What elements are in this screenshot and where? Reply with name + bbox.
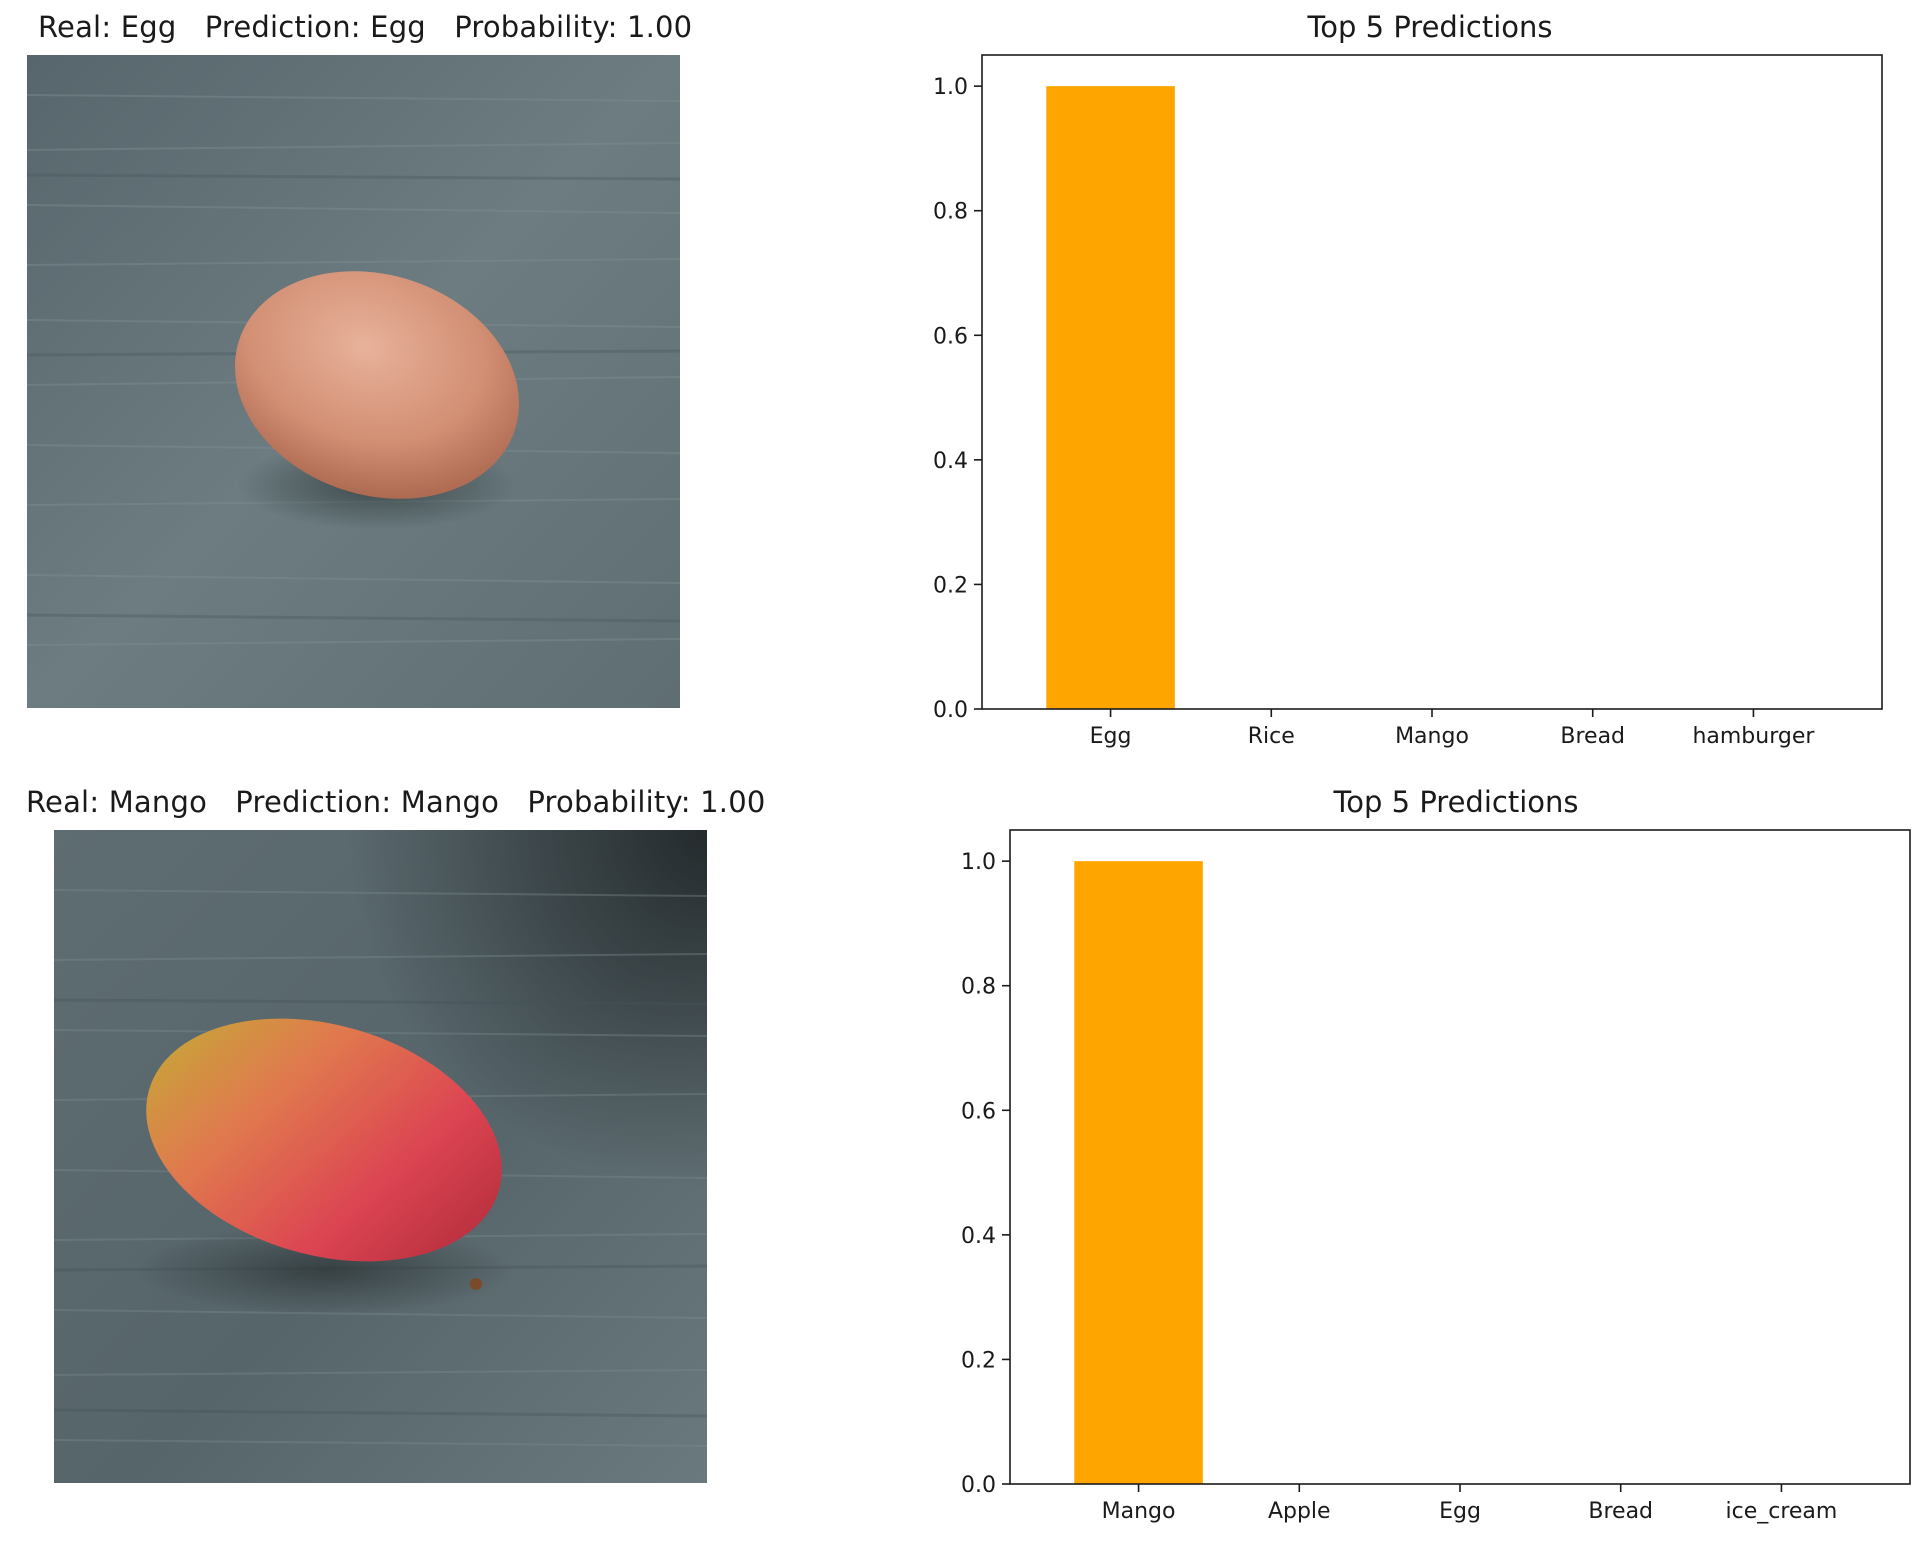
prediction-row-mango: Real: Mango Prediction: Mango Probabilit… (0, 775, 1914, 1542)
real-label: Real: Egg (38, 10, 177, 44)
x-tick-label: Bread (1588, 1499, 1653, 1524)
y-tick-label: 0.0 (933, 698, 968, 723)
chart-title: Top 5 Predictions (1307, 10, 1553, 44)
y-tick-label: 0.6 (961, 1099, 996, 1124)
photo-caption: Real: Egg Prediction: Egg Probability: 1… (38, 10, 692, 44)
y-tick-label: 0.2 (933, 573, 968, 598)
x-tick-label: Egg (1439, 1499, 1481, 1524)
x-tick-label: Rice (1248, 724, 1295, 749)
photo-caption: Real: Mango Prediction: Mango Probabilit… (26, 785, 766, 819)
x-tick-label: ice_cream (1725, 1499, 1837, 1524)
x-tick-label: Bread (1560, 724, 1625, 749)
x-tick-label: Mango (1102, 1499, 1176, 1524)
egg-photo (27, 55, 680, 708)
bar-egg (1046, 86, 1175, 709)
real-label: Real: Mango (26, 785, 208, 819)
x-tick-label: Egg (1090, 724, 1132, 749)
mango-photo (54, 830, 707, 1483)
y-tick-label: 0.6 (933, 324, 968, 349)
y-tick-label: 0.8 (933, 200, 968, 225)
y-tick-label: 1.0 (933, 75, 968, 100)
x-tick-label: Mango (1395, 724, 1469, 749)
prediction-label: Prediction: Mango (235, 785, 500, 819)
y-tick-label: 0.8 (961, 975, 996, 1000)
bar-mango (1074, 861, 1203, 1484)
y-tick-label: 0.2 (961, 1348, 996, 1373)
x-tick-label: hamburger (1692, 724, 1815, 749)
prediction-row-egg: Real: Egg Prediction: Egg Probability: 1… (0, 0, 1914, 767)
chart-title: Top 5 Predictions (1333, 785, 1579, 819)
y-tick-label: 1.0 (961, 850, 996, 875)
y-tick-label: 0.0 (961, 1473, 996, 1498)
y-tick-label: 0.4 (933, 449, 968, 474)
probability-label: Probability: 1.00 (454, 10, 693, 44)
x-tick-label: Apple (1268, 1499, 1331, 1524)
bar-chart-top5-egg: 0.0 0.2 0.4 0.6 0.8 1.0 Egg Rice Mango Bread hambu… (933, 54, 1883, 749)
y-tick-label: 0.4 (961, 1224, 996, 1249)
probability-label: Probability: 1.00 (527, 785, 766, 819)
prediction-label: Prediction: Egg (204, 10, 426, 44)
bar-chart-top5-mango: 0.0 0.2 0.4 0.6 0.8 1.0 Mango Apple Egg Bread ice_… (961, 829, 1911, 1524)
